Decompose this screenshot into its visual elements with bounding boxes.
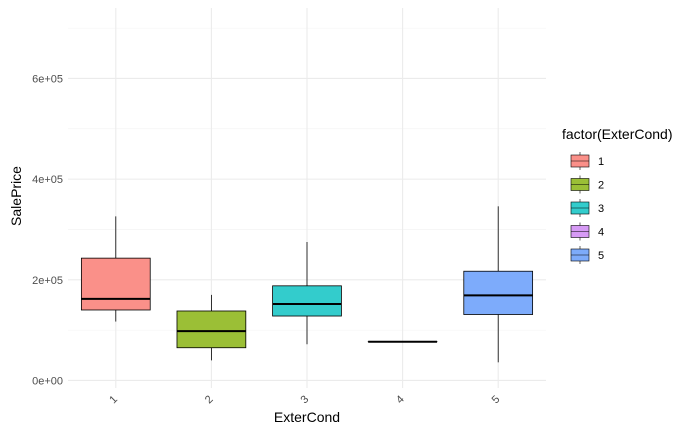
legend-label: 4: [598, 227, 604, 239]
legend-key-1: 1: [570, 152, 604, 170]
y-axis: 0e+00 2e+05 4e+05 6e+05: [32, 73, 63, 387]
box-3: [272, 242, 342, 345]
legend-label: 3: [598, 203, 604, 215]
box-body: [176, 310, 247, 349]
legend-label: 1: [598, 156, 604, 168]
x-tick-label: 5: [490, 393, 503, 406]
legend-key-3: 3: [570, 199, 604, 217]
box-body: [272, 285, 342, 317]
legend-key-5: 5: [570, 246, 604, 264]
x-tick-label: 3: [298, 393, 311, 406]
x-tick-label: 1: [107, 393, 120, 406]
x-tick-label: 2: [203, 393, 216, 406]
boxes: [80, 206, 534, 363]
legend-title: factor(ExterCond): [562, 126, 672, 142]
legend: factor(ExterCond) 1 2 3 4 5: [562, 126, 672, 264]
box-2: [176, 294, 247, 361]
legend-label: 5: [598, 250, 604, 262]
x-axis: 1 2 3 4 5: [107, 393, 502, 406]
box-5: [463, 206, 534, 363]
y-tick-label: 2e+05: [32, 275, 63, 287]
x-axis-title: ExterCond: [274, 409, 340, 425]
box-body: [80, 257, 151, 311]
legend-key-4: 4: [570, 222, 604, 241]
x-tick-label: 4: [394, 393, 407, 406]
legend-key-2: 2: [570, 175, 604, 194]
y-tick-label: 4e+05: [32, 174, 63, 186]
box-1: [80, 216, 151, 322]
y-tick-label: 0e+00: [32, 375, 63, 387]
y-axis-title: SalePrice: [8, 166, 24, 226]
box-body: [463, 270, 534, 315]
legend-label: 2: [598, 180, 604, 192]
y-tick-label: 6e+05: [32, 73, 63, 85]
